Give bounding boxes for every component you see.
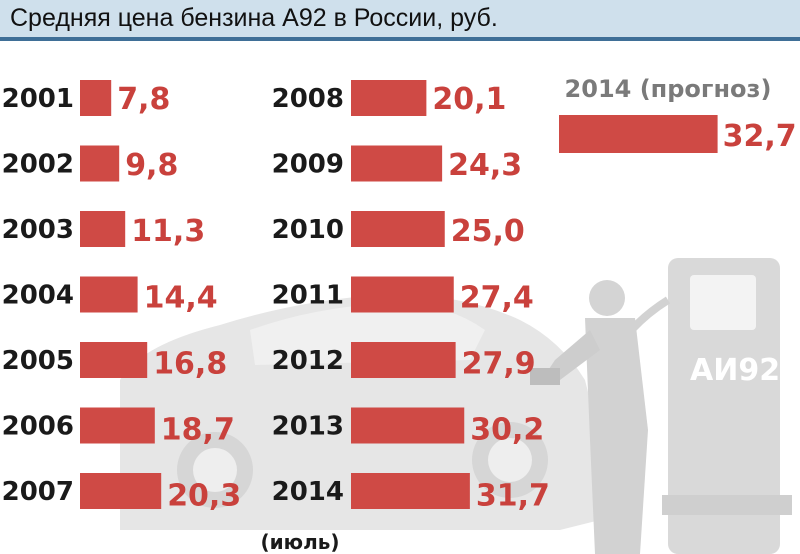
title-underline [0, 37, 800, 41]
price-bar [80, 80, 112, 116]
person-arm [545, 330, 600, 380]
year-label: 2006 [2, 412, 74, 442]
year-label: 2009 [272, 150, 344, 180]
value-label: 9,8 [125, 148, 178, 183]
value-label: 18,7 [161, 413, 235, 448]
price-bar [351, 342, 456, 378]
year-note: (июль) [260, 530, 339, 554]
year-label: 2002 [2, 150, 74, 180]
forecast-bar [559, 115, 718, 153]
person-head [589, 280, 625, 316]
price-bar [80, 211, 126, 247]
value-label: 31,7 [476, 479, 550, 514]
value-label: 20,3 [167, 479, 241, 514]
fuel-pump-body [668, 258, 780, 554]
year-label: 2004 [2, 281, 74, 311]
price-bar [80, 407, 155, 444]
year-label: 2013 [272, 412, 344, 442]
year-label: 2001 [2, 84, 74, 114]
price-bar [351, 211, 445, 247]
fuel-nozzle [530, 368, 560, 385]
value-label: 11,3 [131, 214, 205, 249]
value-label: 30,2 [470, 413, 544, 448]
price-bar [351, 276, 454, 313]
year-label: 2007 [2, 477, 74, 507]
year-label: 2014 [272, 477, 344, 507]
year-label: 2003 [2, 215, 74, 245]
forecast-value-label: 32,7 [723, 119, 797, 154]
year-label: 2010 [272, 215, 344, 245]
forecast-label: 2014 (прогноз) [565, 75, 772, 103]
value-label: 16,8 [153, 346, 227, 381]
value-label: 27,9 [462, 346, 536, 381]
price-bar [80, 276, 138, 313]
year-label: 2008 [272, 84, 344, 114]
person-body [585, 318, 648, 554]
price-bar [351, 473, 470, 509]
price-bar [80, 473, 162, 509]
price-bar [80, 342, 148, 378]
year-label: 2005 [2, 346, 74, 376]
value-label: 20,1 [432, 82, 506, 117]
value-label: 25,0 [451, 214, 525, 249]
year-label: 2012 [272, 346, 344, 376]
fuel-pump-window [690, 275, 756, 330]
value-label: 24,3 [448, 148, 522, 183]
value-label: 27,4 [460, 280, 534, 315]
chart-title: Средняя цена бензина А92 в России, руб. [10, 4, 498, 32]
price-bar [351, 407, 465, 444]
fuel-pump-label: АИ92 [690, 353, 780, 388]
price-bar [351, 145, 443, 182]
title-bar [0, 0, 800, 40]
value-label: 14,4 [144, 280, 218, 315]
year-label: 2011 [272, 281, 344, 311]
value-label: 7,8 [117, 82, 170, 117]
price-bar [80, 145, 120, 182]
price-bar [351, 80, 427, 116]
